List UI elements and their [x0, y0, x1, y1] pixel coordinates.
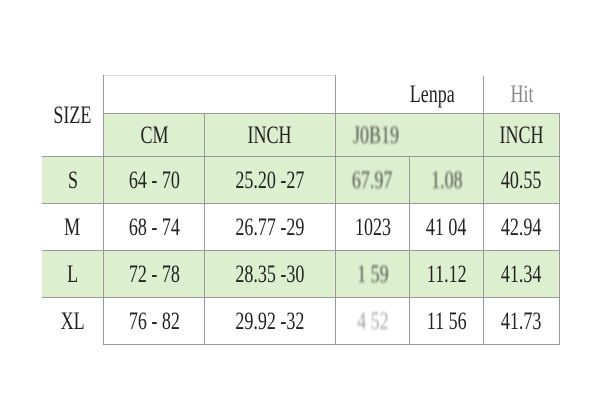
cm-cell: 64 - 70 — [103, 156, 205, 204]
table-row: S 64 - 70 25.20 -27 67.97 1.08 40.55 — [42, 156, 560, 204]
header-inch-2: INCH — [483, 113, 560, 157]
value-cell: 41.34 — [483, 250, 560, 298]
value-cell: 41.73 — [483, 297, 560, 345]
table-row: L 72 - 78 28.35 -30 1 59 11.12 41.34 — [42, 250, 560, 298]
header-inch: INCH — [204, 113, 336, 157]
header-lenpa: Lenpa — [335, 75, 484, 114]
value-cell: 11.12 — [409, 250, 484, 298]
inch-cell: 25.20 -27 — [204, 156, 336, 204]
inch-cell: 26.77 -29 — [204, 203, 336, 251]
header-cm: CM — [103, 113, 205, 157]
value-cell: 42.94 — [483, 203, 560, 251]
table-row: M 68 - 74 26.77 -29 1023 41 04 42.94 — [42, 203, 560, 251]
value-cell: 1023 — [335, 203, 410, 251]
size-cell: XL — [42, 297, 104, 345]
cm-cell: 68 - 74 — [103, 203, 205, 251]
size-cell: M — [42, 203, 104, 251]
header-hit: Hit — [510, 80, 534, 108]
size-chart-table: SIZE Lenpa Hit CM INCH J0B19 INCH S 64 -… — [42, 75, 560, 345]
value-cell: 41 04 — [409, 203, 484, 251]
value-cell: 11 56 — [409, 297, 484, 345]
value-cell: 1.08 — [409, 156, 484, 204]
size-cell: S — [42, 156, 104, 204]
table-row: XL 76 - 82 29.92 -32 4 52 11 56 41.73 — [42, 297, 560, 345]
size-cell: L — [42, 250, 104, 298]
value-cell: 40.55 — [483, 156, 560, 204]
value-cell: 1 59 — [335, 250, 410, 298]
header-blurred: J0B19 — [335, 113, 484, 157]
size-header: SIZE — [42, 75, 104, 157]
value-cell: 4 52 — [335, 297, 410, 345]
cm-cell: 72 - 78 — [103, 250, 205, 298]
cm-cell: 76 - 82 — [103, 297, 205, 345]
value-cell: 67.97 — [335, 156, 410, 204]
inch-cell: 28.35 -30 — [204, 250, 336, 298]
inch-cell: 29.92 -32 — [204, 297, 336, 345]
